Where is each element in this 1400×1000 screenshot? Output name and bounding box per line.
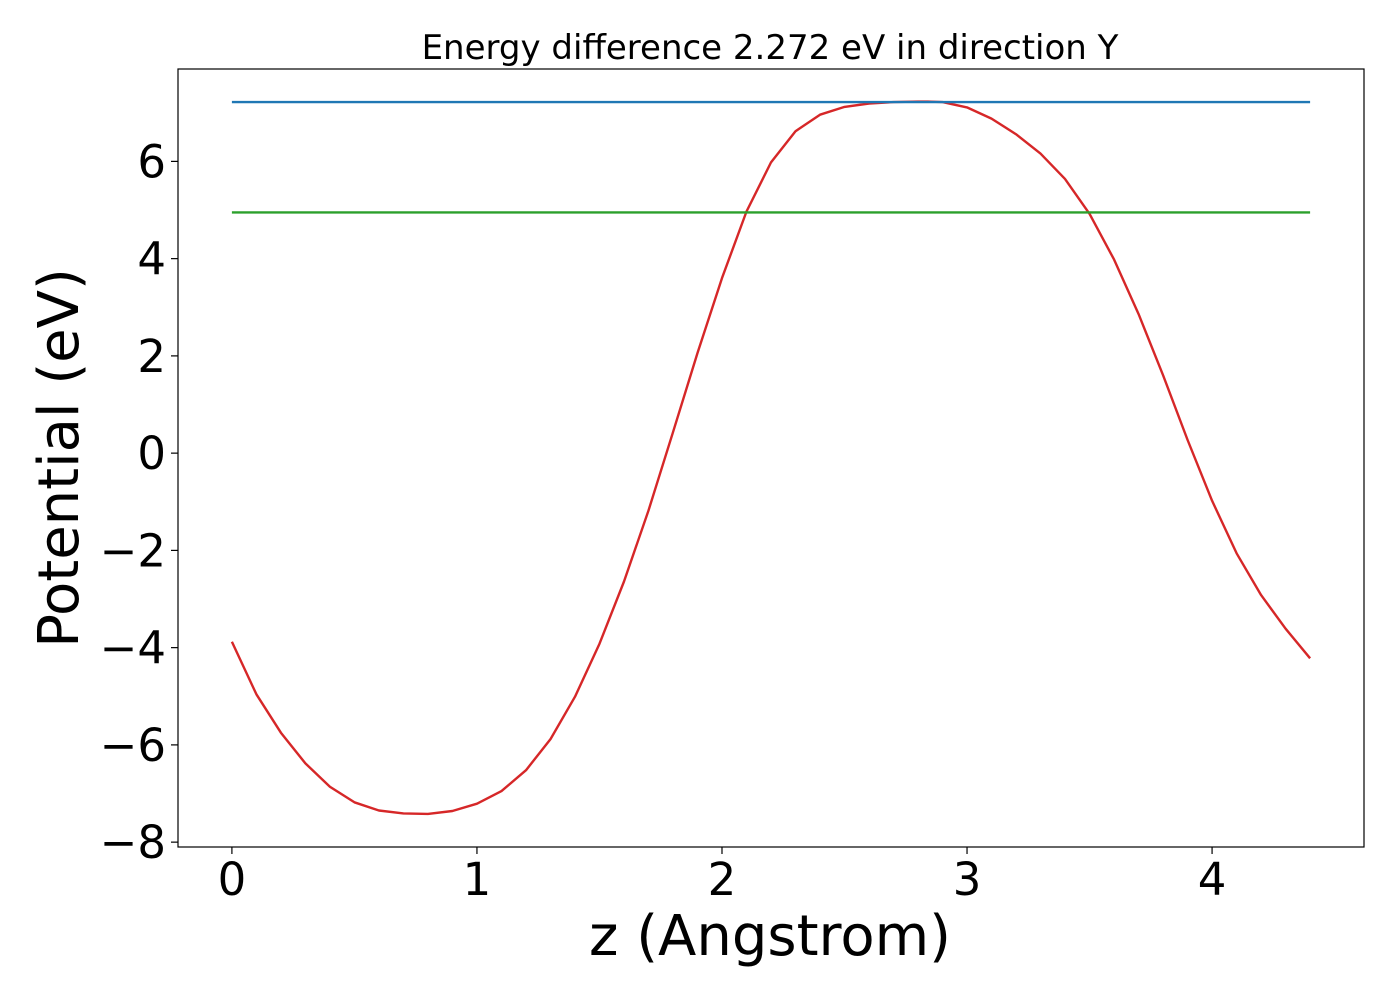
- x-tick-label: 4: [1198, 853, 1227, 906]
- y-tick-label: 2: [137, 330, 166, 383]
- y-tick-label: −6: [100, 719, 166, 772]
- series-line-0: [230, 100, 1312, 816]
- x-tick-label: 2: [708, 853, 737, 906]
- plot-frame: [177, 68, 1365, 848]
- y-tick-label: −4: [100, 622, 166, 675]
- x-tick-label: 0: [218, 853, 247, 906]
- y-tick-label: 6: [137, 135, 166, 188]
- series-layer: [230, 100, 1312, 816]
- x-tick-label: 1: [463, 853, 492, 906]
- y-tick-label: −8: [100, 816, 166, 869]
- y-tick-label: 4: [137, 233, 166, 286]
- y-tick-label: 0: [137, 427, 166, 480]
- x-tick-label: 3: [953, 853, 982, 906]
- x-axis-ticks: 0 1 2 3 4: [218, 847, 1227, 906]
- y-axis-ticks: −8 −6 −4 −2 0 2 4 6: [100, 135, 178, 869]
- y-axis-label: Potential (eV): [27, 268, 92, 648]
- x-axis-label: z (Angstrom): [589, 904, 951, 969]
- y-tick-label: −2: [100, 524, 166, 577]
- chart-title: Energy difference 2.272 eV in direction …: [422, 28, 1119, 68]
